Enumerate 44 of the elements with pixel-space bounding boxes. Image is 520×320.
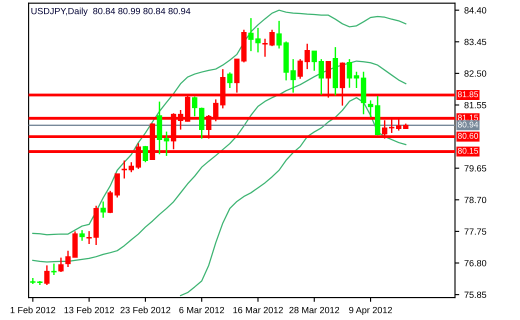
y-tick-label: 81.55 — [464, 102, 486, 108]
y-tick-label: 84.40 — [464, 7, 486, 14]
ref-line-label: 81.85 — [458, 91, 478, 98]
x-tick-label: 23 Feb 2012 — [120, 306, 170, 314]
candlestick — [255, 27, 261, 54]
candlestick — [156, 100, 162, 155]
x-tick-label: 28 Mar 2012 — [289, 306, 340, 314]
line-series — [180, 97, 406, 296]
line-series — [32, 10, 406, 236]
x-tick-label: 1 Feb 2012 — [10, 306, 56, 314]
y-tick-label: 77.75 — [464, 228, 486, 235]
ref-line-label: 80.94 — [458, 122, 478, 128]
candlestick — [100, 200, 106, 218]
line-series — [32, 60, 406, 263]
candlestick — [248, 17, 254, 52]
y-tick-label: 78.70 — [464, 196, 486, 204]
y-tick-label: 82.50 — [464, 70, 486, 77]
candlestick — [368, 100, 374, 118]
candlestick — [65, 250, 71, 268]
candlestick — [227, 72, 233, 89]
candlestick — [192, 96, 198, 117]
candlestick — [199, 106, 204, 140]
candlestick — [164, 130, 170, 157]
chart-title: USDJPY,Daily 80.84 80.99 80.84 80.94 — [31, 8, 190, 16]
candlestick — [346, 58, 352, 88]
candlestick — [142, 145, 148, 163]
candlestick — [58, 256, 64, 273]
candlestick — [72, 230, 78, 258]
candlestick — [269, 29, 275, 47]
x-tick-label: 13 Feb 2012 — [64, 306, 114, 314]
y-tick-label: 76.80 — [464, 260, 486, 266]
x-tick-label: 9 Apr 2012 — [349, 306, 392, 316]
x-tick-label: 16 Mar 2012 — [233, 306, 283, 314]
ref-line-label: 80.60 — [458, 132, 478, 139]
candlestick — [262, 38, 268, 58]
y-tick-label: 83.45 — [464, 38, 486, 46]
y-tick-label: 79.65 — [464, 165, 486, 172]
x-tick-label: 6 Mar 2012 — [179, 306, 224, 314]
candlestick — [44, 264, 50, 286]
ref-line-label: 81.15 — [458, 114, 478, 121]
y-tick-label: 75.85 — [464, 292, 486, 298]
candlestick — [51, 262, 57, 276]
ref-line-label: 80.15 — [458, 148, 478, 154]
candlestick — [354, 71, 360, 89]
